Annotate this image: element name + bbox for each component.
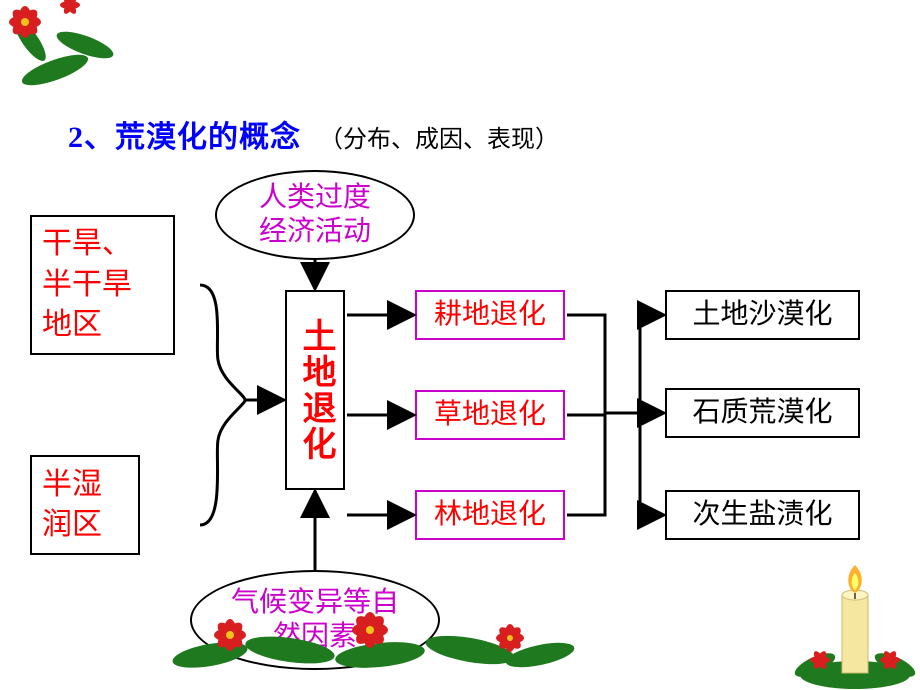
title-row: 2、荒漠化的概念 （分布、成因、表现）: [68, 112, 559, 156]
title-sub: （分布、成因、表现）: [319, 119, 559, 154]
box-grassland-degrade: 草地退化: [415, 390, 565, 440]
ellipse-climate-label: 气候变异等自然因素: [231, 586, 399, 653]
box-forest-degrade: 林地退化: [415, 490, 565, 540]
box-r3-label: 次生盐渍化: [692, 496, 832, 534]
box-land-degradation: 土地退化: [285, 290, 345, 490]
box-salinization: 次生盐渍化: [665, 490, 860, 540]
box-mid3-label: 林地退化: [434, 496, 546, 534]
box-dry-region: 干旱、半干旱地区: [30, 215, 175, 355]
box-subhumid-region: 半湿润区: [30, 455, 140, 555]
box-sandification: 土地沙漠化: [665, 290, 860, 340]
right-bracket: [567, 315, 640, 515]
box-farmland-degrade: 耕地退化: [415, 290, 565, 340]
box-mid2-label: 草地退化: [434, 396, 546, 434]
left-brace: [200, 285, 245, 525]
title-main: 2、荒漠化的概念: [68, 112, 301, 156]
ellipse-human-label: 人类过度经济活动: [259, 181, 371, 248]
box-dry-label: 干旱、半干旱地区: [42, 224, 132, 346]
box-rocky-desert: 石质荒漠化: [665, 388, 860, 438]
candle-icon: [792, 565, 919, 689]
ellipse-climate: 气候变异等自然因素: [190, 570, 440, 670]
ellipse-human-activity: 人类过度经济活动: [215, 170, 415, 260]
box-wet-label: 半湿润区: [42, 465, 102, 546]
box-r2-label: 石质荒漠化: [692, 394, 832, 432]
poinsettia-top-left-icon: [9, 0, 117, 91]
box-r1-label: 土地沙漠化: [692, 296, 832, 334]
box-mid1-label: 耕地退化: [434, 296, 546, 334]
box-center-label: 土地退化: [292, 318, 338, 462]
